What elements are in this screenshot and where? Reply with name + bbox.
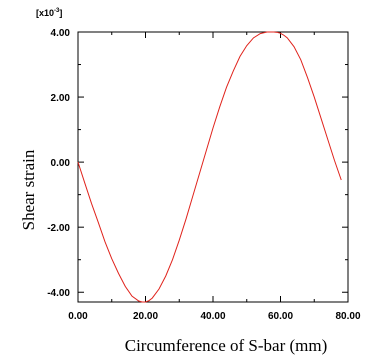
y-axis-scale-label: [x10-3]: [36, 8, 62, 18]
x-tick-labels: 0.00 20.00 40.00 60.00 80.00: [68, 311, 361, 322]
x-axis-title: Circumference of S-bar (mm): [125, 336, 328, 355]
y-tick-label: -2.00: [47, 223, 70, 234]
y-tick-label: 0.00: [51, 158, 71, 169]
scale-exponent: -3: [54, 8, 60, 14]
y-tick-label: 4.00: [51, 28, 71, 39]
x-tick-label: 80.00: [335, 311, 360, 322]
y-tick-label: 2.00: [51, 93, 71, 104]
series-line-shear-strain: [77, 31, 342, 303]
scale-prefix: [x10: [36, 8, 54, 18]
y-tick-label: -4.00: [47, 288, 70, 299]
scale-close: ]: [59, 8, 62, 18]
plot-frame: [77, 31, 349, 303]
x-tick-label: 60.00: [268, 311, 293, 322]
y-axis-title: Shear strain: [19, 149, 38, 230]
x-tick-label: 0.00: [68, 311, 88, 322]
x-tick-label: 40.00: [200, 311, 225, 322]
y-tick-labels: -4.00 -2.00 0.00 2.00 4.00: [47, 28, 70, 299]
x-tick-label: 20.00: [133, 311, 158, 322]
y-axis-ticks: [78, 31, 348, 293]
x-axis-ticks: [77, 32, 349, 302]
